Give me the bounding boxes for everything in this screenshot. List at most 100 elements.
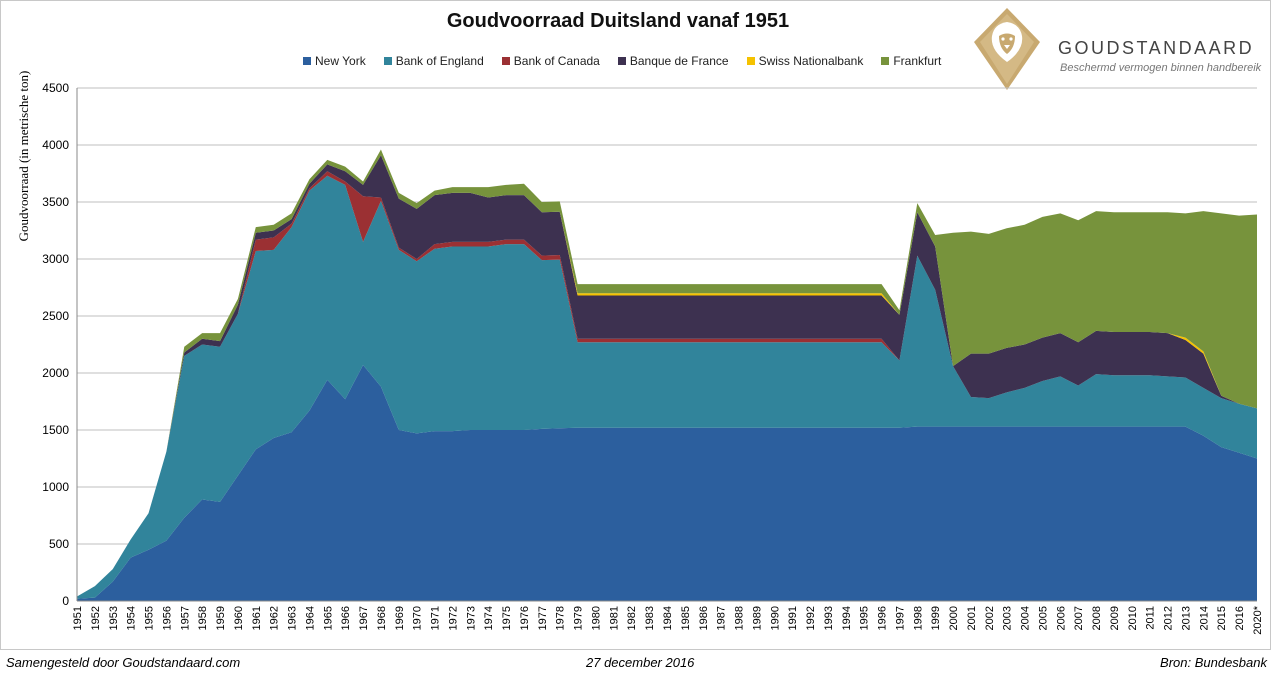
x-tick-label: 1960 xyxy=(233,606,245,630)
x-tick-label: 1972 xyxy=(447,606,459,630)
logo-eye-right xyxy=(1009,37,1013,41)
x-tick-label: 2020* xyxy=(1252,605,1264,634)
legend-swatch xyxy=(881,57,890,65)
x-tick-label: 1991 xyxy=(787,606,799,630)
footer-date: 27 december 2016 xyxy=(586,655,695,670)
x-tick-label: 1952 xyxy=(90,606,102,630)
x-tick-label: 1994 xyxy=(841,606,853,630)
x-tick-label: 1977 xyxy=(537,606,549,630)
x-tick-label: 1955 xyxy=(144,606,156,630)
x-tick-label: 1964 xyxy=(304,606,316,630)
logo-eye-left xyxy=(1001,37,1005,41)
x-tick-label: 2005 xyxy=(1037,606,1049,630)
area-bank-of-england xyxy=(77,175,1257,599)
x-tick-label: 1957 xyxy=(179,606,191,630)
x-tick-label: 2004 xyxy=(1020,606,1032,630)
x-tick-label: 1966 xyxy=(340,606,352,630)
x-tick-label: 2010 xyxy=(1127,606,1139,630)
footer-source: Bron: Bundesbank xyxy=(1160,655,1267,670)
axis-layer: 0 500 1000 1500 2000 2500 3000 3500 4000 4500 1951… xyxy=(42,81,1264,635)
x-tick-label: 1989 xyxy=(751,606,763,630)
x-tick-label: 1987 xyxy=(716,606,728,630)
legend-label: Frankfurt xyxy=(893,54,942,68)
legend-swatch xyxy=(617,57,626,65)
x-tick-label: 2009 xyxy=(1109,606,1121,630)
y-tick-label: 3000 xyxy=(42,252,69,266)
area-frankfurt xyxy=(77,149,1257,597)
x-tick-label: 1993 xyxy=(823,606,835,630)
x-tick-label: 1979 xyxy=(573,606,585,630)
legend-item-bank-of-canada: Bank of Canada xyxy=(501,54,600,68)
x-tick-label: 1976 xyxy=(519,606,531,630)
x-tick-label: 1971 xyxy=(430,606,442,630)
x-tick-label: 1997 xyxy=(894,606,906,630)
x-tick-label: 2011 xyxy=(1145,606,1157,630)
brand-tagline: Beschermd vermogen binnen handbereik xyxy=(1060,62,1262,74)
y-tick-label: 3500 xyxy=(42,195,69,209)
x-tick-label: 1992 xyxy=(805,606,817,630)
x-tick-label: 1956 xyxy=(161,606,173,630)
legend-label: Bank of Canada xyxy=(513,54,600,68)
x-tick-label: 1959 xyxy=(215,606,227,630)
chart-title: Goudvoorraad Duitsland vanaf 1951 xyxy=(446,10,790,32)
x-tick-label: 1975 xyxy=(501,606,513,630)
x-tick-label: 2008 xyxy=(1091,606,1103,630)
x-tick-label: 2002 xyxy=(984,606,996,630)
logo-nose xyxy=(1004,45,1010,49)
y-tick-label: 500 xyxy=(49,537,69,551)
legend-item-swiss-nationalbank: Swiss Nationalbank xyxy=(746,54,864,68)
lion-head-icon xyxy=(974,8,1040,90)
x-tick-label: 1981 xyxy=(608,606,620,630)
legend-label: Swiss Nationalbank xyxy=(758,54,864,68)
x-tick-label: 2003 xyxy=(1002,606,1014,630)
legend-item-banque-de-france: Banque de France xyxy=(617,54,729,68)
legend-label: Bank of England xyxy=(395,54,484,68)
x-tick-label: 1965 xyxy=(322,606,334,630)
legend-label: Banque de France xyxy=(629,54,729,68)
x-tick-label: 1954 xyxy=(126,606,138,630)
x-tick-label: 1973 xyxy=(465,606,477,630)
area-banque-de-france xyxy=(77,155,1257,597)
x-tick-label: 1985 xyxy=(680,606,692,630)
y-tick-label: 4000 xyxy=(42,138,69,152)
x-tick-label: 2015 xyxy=(1216,606,1228,630)
x-tick-label: 1988 xyxy=(734,606,746,630)
legend-item-bank-of-england: Bank of England xyxy=(383,54,484,68)
y-tick-label: 1500 xyxy=(42,423,69,437)
x-tick-label: 2016 xyxy=(1234,606,1246,630)
x-tick-label: 2001 xyxy=(966,606,978,630)
x-tick-label: 1998 xyxy=(912,606,924,630)
x-tick-label: 1984 xyxy=(662,606,674,630)
legend-swatch xyxy=(303,57,311,65)
x-tick-label: 1978 xyxy=(555,606,567,630)
x-tick-label: 1982 xyxy=(626,606,638,630)
x-tick-label: 1969 xyxy=(394,606,406,630)
x-tick-label: 2000 xyxy=(948,606,960,630)
legend-swatch xyxy=(746,57,755,65)
legend: New York Bank of England Bank of Canada … xyxy=(303,54,959,68)
x-tick-label: 2006 xyxy=(1055,606,1067,630)
x-tick-label: 1958 xyxy=(197,606,209,630)
legend-item-frankfurt: Frankfurt xyxy=(881,54,941,68)
x-tick-label: 1980 xyxy=(590,606,602,630)
y-tick-label: 4500 xyxy=(42,81,69,95)
x-tick-label: 2007 xyxy=(1073,606,1085,630)
x-tick-label: 1996 xyxy=(877,606,889,630)
y-tick-label: 0 xyxy=(62,594,69,608)
x-tick-label: 1953 xyxy=(108,606,120,630)
x-tick-label: 1967 xyxy=(358,606,370,630)
x-tick-label: 1963 xyxy=(287,606,299,630)
legend-label: New York xyxy=(315,54,366,68)
x-tick-label: 1990 xyxy=(769,606,781,630)
legend-swatch xyxy=(383,57,392,65)
brand-name: GOUDSTANDAARD xyxy=(1058,38,1255,58)
area-new-york xyxy=(77,365,1257,601)
x-tick-label: 2014 xyxy=(1198,606,1210,630)
x-tick-label: 1974 xyxy=(483,606,495,630)
area-layer xyxy=(77,149,1257,601)
x-tick-label: 1961 xyxy=(251,606,263,630)
y-tick-label: 2000 xyxy=(42,366,69,380)
chart-plot: 0 500 1000 1500 2000 2500 3000 3500 4000 4500 1951… xyxy=(42,81,1264,635)
x-tick-label: 1983 xyxy=(644,606,656,630)
x-tick-label: 1962 xyxy=(269,606,281,630)
